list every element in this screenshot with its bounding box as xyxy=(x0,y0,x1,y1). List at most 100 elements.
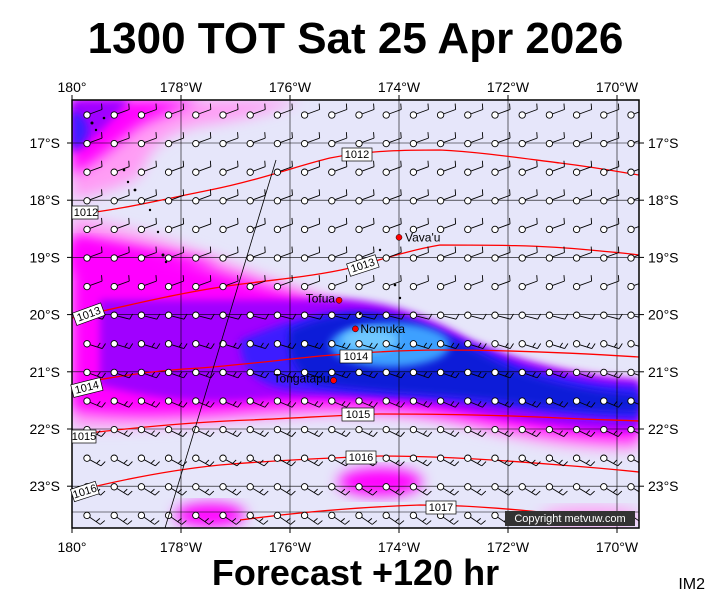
wind-barb xyxy=(464,132,484,148)
wind-barbs xyxy=(83,103,639,525)
wind-barb xyxy=(110,397,134,408)
lon-label-top: 174°W xyxy=(378,79,421,95)
wind-barb xyxy=(382,340,406,349)
wind-barb xyxy=(436,425,460,437)
wind-barb xyxy=(382,397,406,408)
place-tongatapu: Tongatapu xyxy=(274,371,337,385)
map-title: 1300 TOT Sat 25 Apr 2026 xyxy=(87,14,624,63)
svg-text:Copyright metvuw.com: Copyright metvuw.com xyxy=(514,513,625,525)
wind-barb xyxy=(627,139,639,148)
wind-barb xyxy=(110,275,130,291)
wind-barb xyxy=(518,425,541,437)
wind-barb xyxy=(192,483,215,496)
wind-barb xyxy=(273,103,293,119)
lon-label-top: 180° xyxy=(58,79,87,95)
wind-barb xyxy=(110,246,130,262)
svg-text:Vava'u: Vava'u xyxy=(405,230,440,244)
wind-barb xyxy=(545,103,565,119)
wind-barb xyxy=(518,311,542,320)
wind-barb xyxy=(355,368,378,379)
lat-label-right: 17°S xyxy=(648,135,679,151)
wind-barb xyxy=(246,103,266,119)
wind-barb xyxy=(164,132,185,148)
wind-barb xyxy=(518,132,538,148)
wind-barb xyxy=(355,425,378,437)
wind-barb xyxy=(464,160,484,176)
wind-barb xyxy=(137,103,157,119)
wind-barb xyxy=(600,160,620,176)
wind-barb xyxy=(300,454,324,467)
wind-barb xyxy=(382,189,402,205)
wind-barb xyxy=(518,246,538,262)
wind-barb xyxy=(192,340,215,349)
place-nomuka: Nomuka xyxy=(352,322,405,336)
wind-barb xyxy=(328,340,351,349)
wind-barb xyxy=(246,189,266,205)
place-vavau: Vava'u xyxy=(395,230,440,244)
wind-barb xyxy=(328,311,351,320)
wind-barb xyxy=(600,246,620,262)
wind-barb xyxy=(382,275,402,291)
wind-barb xyxy=(600,217,620,234)
wind-barb xyxy=(355,340,378,349)
wind-barb xyxy=(572,454,596,467)
wind-barb xyxy=(545,217,565,234)
wind-barb xyxy=(627,397,639,405)
svg-text:Tongatapu: Tongatapu xyxy=(274,371,330,385)
wind-barb xyxy=(491,103,511,119)
wind-barb xyxy=(83,454,106,467)
wind-barb xyxy=(518,483,541,496)
precip-blob-south xyxy=(338,468,422,496)
wind-barb xyxy=(300,132,321,148)
wind-barb xyxy=(83,246,103,262)
wind-barb xyxy=(164,217,185,234)
wind-barb xyxy=(137,340,161,349)
wind-barb xyxy=(219,217,239,234)
wind-barb xyxy=(572,397,596,408)
wind-barb xyxy=(300,103,321,119)
wind-barb xyxy=(436,103,457,119)
wind-barb xyxy=(464,511,486,525)
wind-barb xyxy=(491,217,511,234)
wind-barb xyxy=(355,189,375,205)
wind-barb xyxy=(382,368,406,379)
wind-barb xyxy=(355,397,378,408)
wind-barb xyxy=(572,340,596,349)
wind-barb xyxy=(273,132,293,148)
wind-barb xyxy=(518,368,542,379)
wind-barb xyxy=(83,511,106,525)
wind-barb xyxy=(164,368,188,379)
lat-label-right: 19°S xyxy=(648,249,679,265)
wind-barb xyxy=(137,311,161,320)
wind-barb xyxy=(273,368,297,379)
wind-barb xyxy=(192,103,212,119)
map-frame xyxy=(71,99,640,529)
lat-label-left: 23°S xyxy=(29,478,60,494)
wind-barb xyxy=(545,246,565,262)
wind-barb xyxy=(300,340,324,349)
lon-label-bottom: 172°W xyxy=(487,539,530,555)
wind-barb xyxy=(246,397,270,408)
wind-barb xyxy=(219,189,239,205)
lat-label-left: 17°S xyxy=(29,135,60,151)
wind-barb xyxy=(545,189,565,205)
wind-barb xyxy=(137,425,161,437)
wind-barb xyxy=(382,483,405,496)
wind-barb xyxy=(409,425,433,437)
wind-barb xyxy=(382,103,402,119)
wind-barb xyxy=(246,246,266,262)
wind-barb xyxy=(164,425,188,437)
wind-barb xyxy=(518,340,542,349)
wind-barb xyxy=(545,275,565,291)
wind-barb xyxy=(300,246,321,262)
wind-barb xyxy=(545,425,569,437)
wind-barb xyxy=(436,217,457,234)
wind-barb xyxy=(300,275,321,291)
wind-barb xyxy=(409,454,432,467)
wind-barb xyxy=(273,311,297,320)
wind-barb xyxy=(246,483,269,496)
wind-barb xyxy=(328,275,348,291)
datum-line xyxy=(164,159,277,528)
wind-barb xyxy=(464,454,487,467)
wind-barb xyxy=(382,217,402,234)
